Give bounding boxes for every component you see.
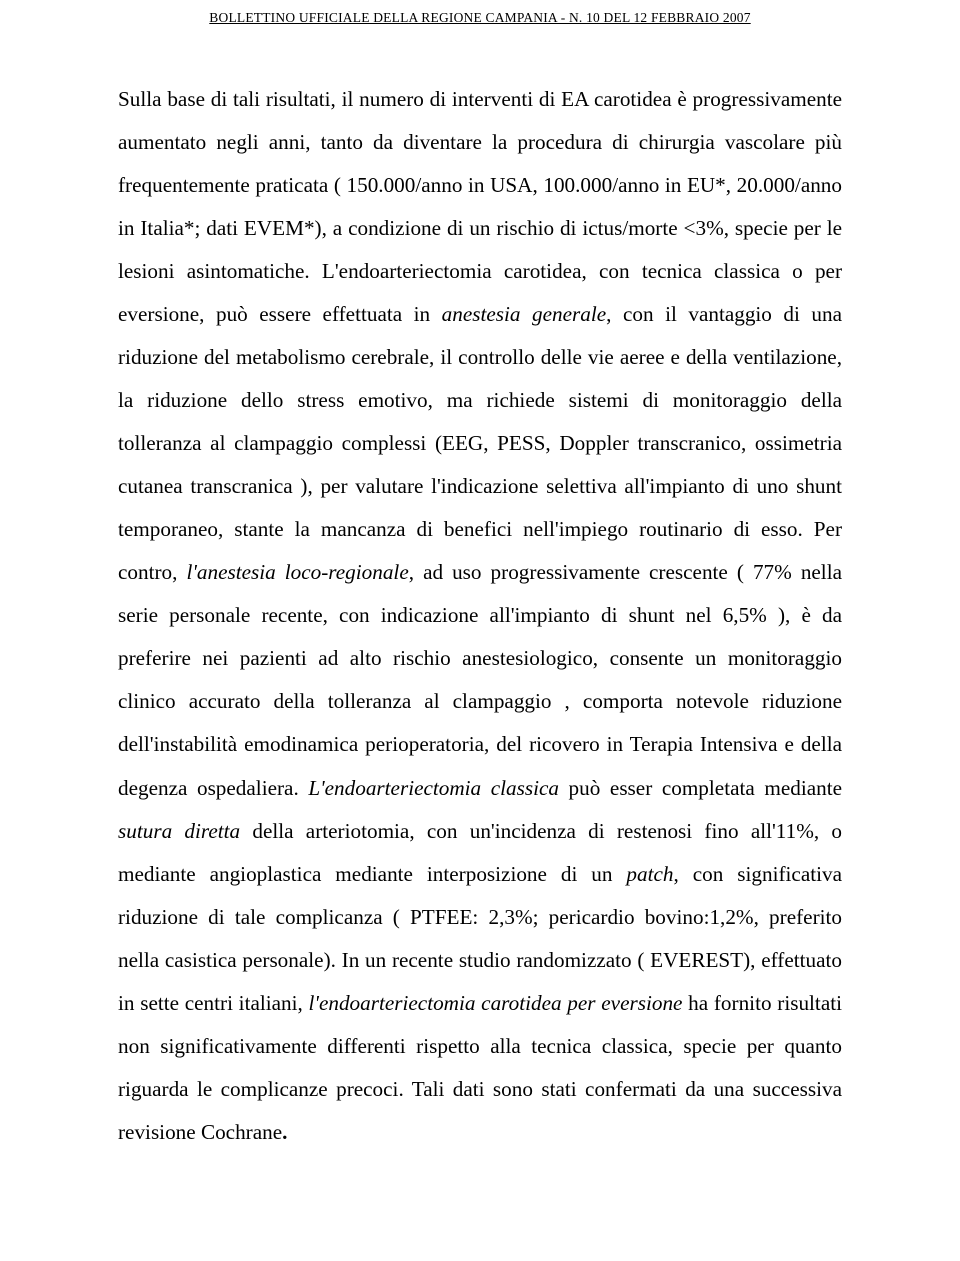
italic-text: sutura diretta [118, 819, 240, 843]
document-page: BOLLETTINO UFFICIALE DELLA REGIONE CAMPA… [0, 0, 960, 1261]
italic-text: patch [626, 862, 673, 886]
italic-text: L'endoarteriectomia classica [308, 776, 559, 800]
document-body: Sulla base di tali risultati, il numero … [118, 78, 842, 1154]
italic-text: l'endoarteriectomia carotidea per eversi… [309, 991, 683, 1015]
italic-text: anestesia generale [442, 302, 607, 326]
italic-text: l'anestesia loco-regionale [186, 560, 408, 584]
bold-text: . [282, 1120, 287, 1144]
page-header: BOLLETTINO UFFICIALE DELLA REGIONE CAMPA… [118, 0, 842, 78]
